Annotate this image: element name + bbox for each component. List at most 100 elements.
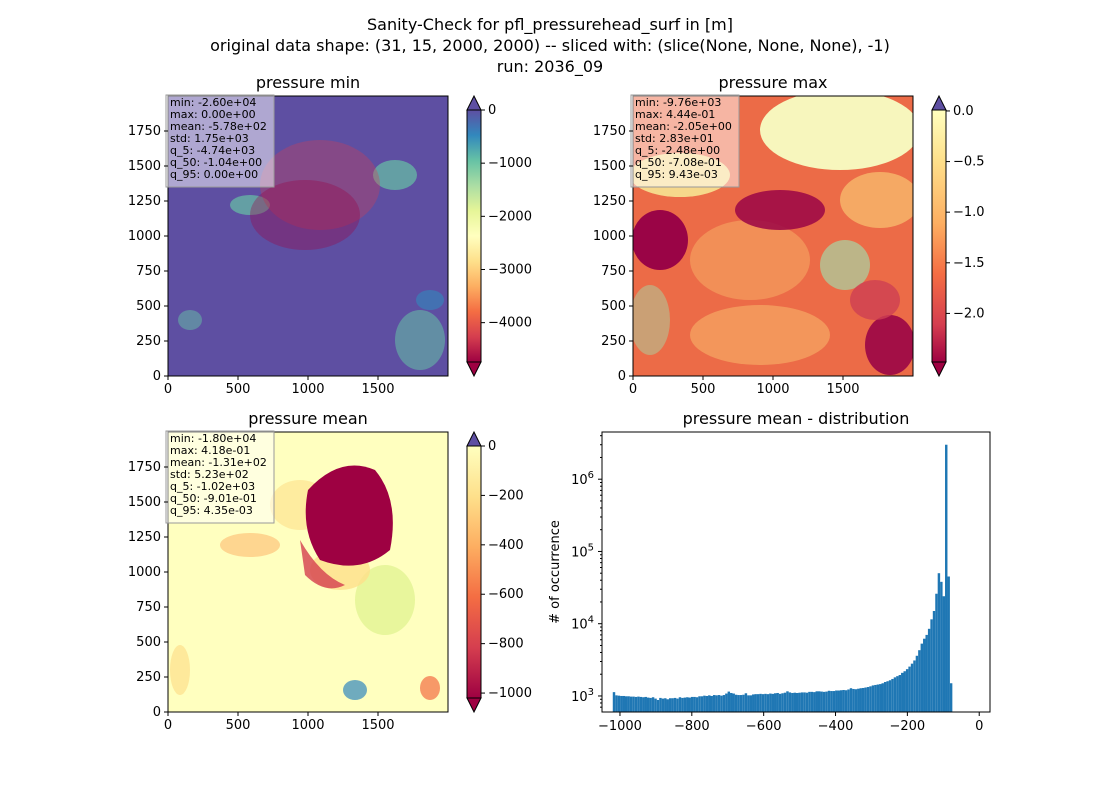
histogram-bar bbox=[734, 694, 738, 712]
histogram-bar bbox=[632, 696, 635, 712]
histogram-bar bbox=[627, 696, 630, 712]
histogram-bar bbox=[837, 690, 840, 712]
histogram-bar bbox=[815, 691, 818, 712]
y-tick-label: 750 bbox=[136, 264, 161, 279]
histogram-bar bbox=[791, 692, 794, 712]
histogram-bar bbox=[886, 681, 889, 712]
colorbar: 0 −1000 −2000 −3000 −4000 bbox=[466, 94, 532, 378]
histogram-bar bbox=[876, 684, 880, 712]
histogram-bar bbox=[708, 695, 711, 712]
stats-line: min: -9.76e+03 bbox=[635, 96, 721, 109]
stats-line: max: 0.00e+00 bbox=[170, 108, 256, 121]
title-line-3: run: 2036_09 bbox=[497, 57, 603, 77]
histogram-bar bbox=[720, 695, 723, 712]
histogram-bar bbox=[698, 696, 701, 712]
histogram-bar bbox=[793, 692, 796, 712]
colorbar-tick-label: −200 bbox=[488, 488, 524, 503]
histogram-bar bbox=[766, 694, 770, 712]
stats-line: q_95: 0.00e+00 bbox=[170, 168, 258, 181]
histogram-bar bbox=[778, 693, 782, 712]
histogram-bar bbox=[861, 687, 865, 712]
stats-line: max: 4.44e-01 bbox=[635, 108, 715, 121]
y-tick-label: 0 bbox=[153, 369, 161, 384]
colorbar-tick-label: −3000 bbox=[488, 262, 532, 277]
axes-ticks: −1000 −800 −600 −400 −200 0 103 104 105 106 bbox=[571, 435, 983, 734]
histogram-bar bbox=[756, 694, 760, 712]
histogram-bar bbox=[891, 678, 894, 712]
histogram-bar bbox=[737, 695, 740, 712]
colorbar-ticks: 0.0 −0.5 −1.0 −1.5 −2.0 bbox=[946, 104, 985, 321]
figure-title: Sanity-Check for pfl_pressurehead_surf i… bbox=[210, 15, 890, 77]
panel-title: pressure mean bbox=[248, 409, 368, 428]
histogram-bar bbox=[668, 698, 672, 712]
histogram-bar bbox=[732, 693, 735, 712]
histogram-bar bbox=[808, 691, 811, 712]
x-tick-label: 1000 bbox=[291, 718, 324, 733]
histogram-bar bbox=[893, 677, 897, 712]
histogram-bar bbox=[927, 628, 931, 712]
x-tick-label: −800 bbox=[674, 719, 710, 734]
histogram-bar bbox=[683, 697, 687, 712]
x-tick-label: 0 bbox=[975, 719, 983, 734]
stats-line: q_50: -7.08e-01 bbox=[635, 156, 722, 169]
y-tick-label: 1000 bbox=[128, 565, 161, 580]
histogram-bar bbox=[754, 694, 757, 712]
histogram-bar bbox=[864, 687, 867, 712]
stats-box: min: -1.80e+04 max: 4.18e-01 mean: -1.31… bbox=[165, 430, 275, 524]
panel-pressure-mean: pressure mean min: -1.80e+04 max: 4.18e-… bbox=[128, 409, 532, 733]
histogram-bar bbox=[859, 688, 862, 712]
histogram-bar bbox=[830, 691, 833, 712]
stats-box: min: -9.76e+03 max: 4.44e-01 mean: -2.05… bbox=[630, 94, 740, 188]
colorbar-extend-bottom bbox=[466, 697, 482, 714]
histogram-bar bbox=[852, 688, 855, 712]
y-tick-label: 1750 bbox=[593, 124, 626, 139]
axes-ticks: 0 500 1000 1500 0 250 500 750 1000 1250 1500 1750 bbox=[128, 460, 395, 733]
stats-box: min: -2.60e+04 max: 0.00e+00 mean: -5.78… bbox=[165, 94, 275, 188]
colorbar: 0 −200 −400 −600 −800 −1000 bbox=[466, 430, 532, 714]
histogram-bar bbox=[612, 692, 616, 712]
y-tick-label: 500 bbox=[136, 635, 161, 650]
x-tick-label: 500 bbox=[226, 382, 251, 397]
x-tick-label: 1000 bbox=[291, 382, 324, 397]
colorbar-tick-label: 0 bbox=[488, 439, 496, 454]
histogram-bar bbox=[712, 695, 716, 712]
histogram-bar bbox=[822, 691, 826, 712]
y-tick-label: 500 bbox=[136, 299, 161, 314]
histogram-bar bbox=[918, 650, 921, 712]
histogram-bar bbox=[910, 663, 914, 712]
colorbar-extend-top bbox=[466, 94, 482, 111]
histogram-bar bbox=[942, 596, 946, 712]
stats-line: std: 1.75e+03 bbox=[170, 132, 249, 145]
y-tick-label: 104 bbox=[571, 615, 594, 633]
histogram-bar bbox=[700, 696, 704, 712]
histogram-bar bbox=[776, 692, 779, 712]
colorbar-extend-top bbox=[466, 430, 482, 447]
histogram-bar bbox=[634, 696, 638, 712]
histogram-bar bbox=[908, 666, 911, 712]
panel-pressure-min: pressure min bbox=[128, 73, 532, 397]
histogram-bar bbox=[622, 695, 625, 712]
colorbar-extend-bottom bbox=[931, 361, 947, 378]
colorbar-extend-top bbox=[931, 94, 947, 111]
histogram-bar bbox=[849, 688, 853, 712]
histogram-bar bbox=[639, 696, 643, 712]
x-tick-label: −200 bbox=[890, 719, 926, 734]
histogram-bar bbox=[937, 573, 941, 712]
histogram-bar bbox=[796, 692, 799, 712]
histogram-bar bbox=[805, 692, 809, 712]
colorbar-ticks: 0 −1000 −2000 −3000 −4000 bbox=[481, 103, 532, 331]
colorbar-tick-label: −600 bbox=[488, 587, 524, 602]
panel-title: pressure min bbox=[256, 73, 360, 92]
histogram-bar bbox=[730, 692, 733, 712]
stats-line: std: 5.23e+02 bbox=[170, 468, 249, 481]
histogram-bar bbox=[901, 672, 904, 712]
x-tick-label: 0 bbox=[629, 382, 637, 397]
histogram-bar bbox=[923, 638, 926, 712]
histogram-bar bbox=[888, 680, 892, 712]
x-tick-label: 500 bbox=[226, 718, 251, 733]
colorbar-tick-label: −2.0 bbox=[953, 306, 985, 321]
histogram-bar bbox=[654, 698, 657, 712]
histogram-bar bbox=[646, 697, 650, 712]
panel-title: pressure mean - distribution bbox=[683, 409, 910, 428]
histogram-bar bbox=[940, 581, 943, 712]
